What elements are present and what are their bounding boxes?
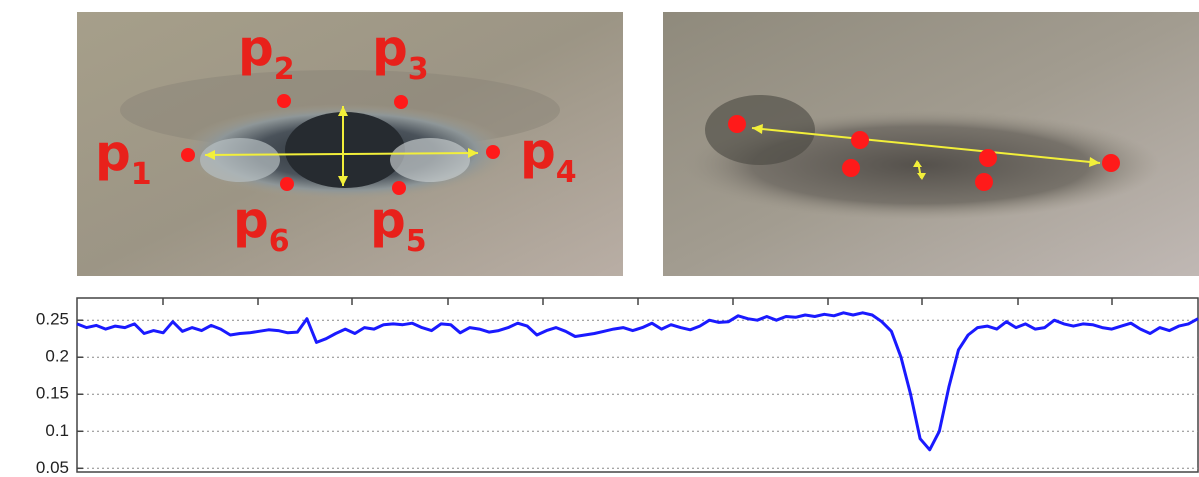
point-index: 5 <box>406 224 427 259</box>
plot-frame <box>76 297 1199 473</box>
ear-chart: 0.05 0.1 0.15 0.2 0.25 <box>36 297 1199 477</box>
point-labels: p1 p2 p3 p4 p5 p6 <box>95 19 577 259</box>
point-letter: p <box>372 19 408 77</box>
y-tick-label: 0.2 <box>45 347 69 366</box>
point-letter: p <box>520 122 556 180</box>
point-letter: p <box>370 191 406 249</box>
point-label: p5 <box>370 191 427 259</box>
ear-line <box>76 311 1199 452</box>
point-label: p3 <box>372 19 429 87</box>
point-letter: p <box>238 19 274 77</box>
y-tick-label: 0.15 <box>36 384 69 403</box>
point-index: 6 <box>269 224 290 259</box>
point-label: p4 <box>520 122 577 190</box>
y-tick-label: 0.1 <box>45 421 69 440</box>
point-label: p6 <box>233 191 290 259</box>
y-tick-label: 0.05 <box>36 458 69 477</box>
y-tick-label: 0.25 <box>36 310 69 329</box>
right-eye-image <box>663 12 1199 276</box>
point-index: 2 <box>274 52 295 87</box>
point-index: 1 <box>131 157 152 192</box>
point-label: p1 <box>95 124 152 192</box>
point-label: p2 <box>238 19 295 87</box>
left-eye-image <box>77 12 623 276</box>
point-index: 4 <box>556 155 577 190</box>
point-letter: p <box>233 191 269 249</box>
x-tick-marks <box>162 298 1113 305</box>
point-letter: p <box>95 124 131 182</box>
point-index: 3 <box>408 52 429 87</box>
